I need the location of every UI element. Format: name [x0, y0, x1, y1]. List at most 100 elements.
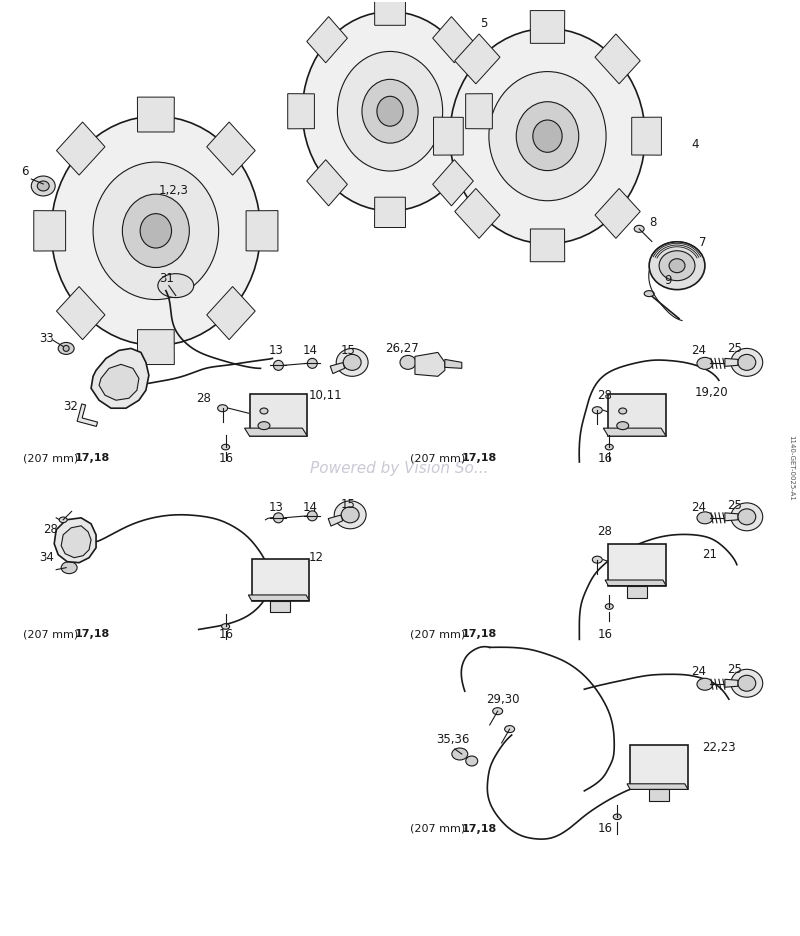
Ellipse shape	[659, 251, 695, 281]
Text: 17,18: 17,18	[75, 453, 110, 463]
Ellipse shape	[617, 421, 629, 430]
Ellipse shape	[738, 509, 756, 525]
Ellipse shape	[606, 604, 614, 609]
Text: (207 mm): (207 mm)	[23, 453, 82, 463]
Text: 25: 25	[727, 342, 742, 355]
Polygon shape	[138, 329, 174, 364]
Ellipse shape	[731, 669, 762, 697]
Text: 16: 16	[218, 451, 234, 464]
Ellipse shape	[158, 273, 194, 298]
Ellipse shape	[51, 116, 261, 345]
Polygon shape	[530, 10, 565, 43]
Polygon shape	[374, 197, 406, 227]
Text: 5: 5	[480, 17, 487, 30]
Text: 28: 28	[43, 523, 58, 536]
Polygon shape	[248, 595, 310, 601]
Polygon shape	[250, 394, 307, 436]
Circle shape	[63, 345, 69, 351]
Text: 28: 28	[598, 388, 612, 402]
Text: 4: 4	[691, 138, 698, 151]
Text: 15: 15	[340, 344, 355, 357]
Polygon shape	[630, 744, 688, 789]
Polygon shape	[627, 783, 688, 789]
Polygon shape	[246, 211, 278, 251]
Text: 17,18: 17,18	[75, 629, 110, 639]
Text: 13: 13	[269, 502, 283, 515]
Text: 8: 8	[649, 216, 657, 229]
Polygon shape	[605, 580, 666, 586]
Text: 17,18: 17,18	[462, 824, 497, 834]
Text: 28: 28	[196, 392, 210, 404]
Polygon shape	[288, 94, 314, 129]
Polygon shape	[270, 601, 290, 612]
Ellipse shape	[489, 71, 606, 200]
Ellipse shape	[505, 725, 514, 733]
Ellipse shape	[533, 120, 562, 153]
Polygon shape	[57, 286, 105, 340]
Text: 21: 21	[702, 548, 717, 562]
Polygon shape	[434, 117, 463, 155]
Ellipse shape	[697, 679, 713, 690]
Ellipse shape	[334, 501, 366, 529]
Ellipse shape	[260, 408, 268, 414]
Polygon shape	[138, 97, 174, 132]
Polygon shape	[306, 17, 347, 63]
Ellipse shape	[516, 102, 578, 170]
Polygon shape	[61, 526, 91, 558]
Polygon shape	[77, 404, 98, 427]
Ellipse shape	[466, 756, 478, 766]
Ellipse shape	[59, 517, 67, 522]
Text: 35,36: 35,36	[436, 733, 470, 746]
Polygon shape	[608, 544, 666, 586]
Polygon shape	[54, 518, 96, 563]
Text: 19,20: 19,20	[695, 386, 729, 399]
Polygon shape	[603, 428, 666, 436]
Ellipse shape	[338, 51, 442, 171]
Ellipse shape	[218, 404, 228, 412]
Polygon shape	[649, 789, 669, 801]
Ellipse shape	[93, 162, 218, 300]
Polygon shape	[627, 586, 647, 597]
Text: 16: 16	[598, 628, 612, 641]
Text: (207 mm): (207 mm)	[23, 629, 82, 639]
Ellipse shape	[738, 355, 756, 371]
Polygon shape	[433, 17, 474, 63]
Text: Powered by Vision So...: Powered by Vision So...	[310, 461, 489, 475]
Polygon shape	[91, 348, 149, 408]
Ellipse shape	[493, 708, 502, 715]
Polygon shape	[206, 286, 255, 340]
Polygon shape	[245, 428, 307, 436]
Ellipse shape	[618, 408, 626, 414]
Ellipse shape	[606, 445, 614, 450]
Ellipse shape	[731, 348, 762, 376]
Text: 17,18: 17,18	[462, 629, 497, 639]
Ellipse shape	[452, 748, 468, 760]
Ellipse shape	[731, 503, 762, 531]
Polygon shape	[251, 559, 310, 601]
Text: 7: 7	[699, 236, 706, 249]
Polygon shape	[595, 188, 640, 239]
Polygon shape	[34, 211, 66, 251]
Polygon shape	[530, 229, 565, 262]
Ellipse shape	[697, 358, 713, 370]
Text: 16: 16	[598, 822, 612, 835]
Polygon shape	[725, 680, 738, 687]
Polygon shape	[306, 160, 347, 206]
Text: 10,11: 10,11	[308, 388, 342, 402]
Ellipse shape	[58, 343, 74, 355]
Circle shape	[307, 358, 318, 369]
Ellipse shape	[377, 96, 403, 126]
Ellipse shape	[592, 556, 602, 563]
Circle shape	[274, 360, 283, 371]
Polygon shape	[415, 352, 445, 376]
Text: 31: 31	[159, 272, 174, 285]
Text: (207 mm): (207 mm)	[410, 453, 469, 463]
Ellipse shape	[342, 507, 359, 523]
Ellipse shape	[362, 80, 418, 143]
Ellipse shape	[450, 28, 645, 243]
Polygon shape	[328, 515, 342, 526]
Ellipse shape	[140, 213, 171, 248]
Polygon shape	[445, 359, 462, 369]
Polygon shape	[330, 362, 345, 373]
Polygon shape	[725, 513, 738, 520]
